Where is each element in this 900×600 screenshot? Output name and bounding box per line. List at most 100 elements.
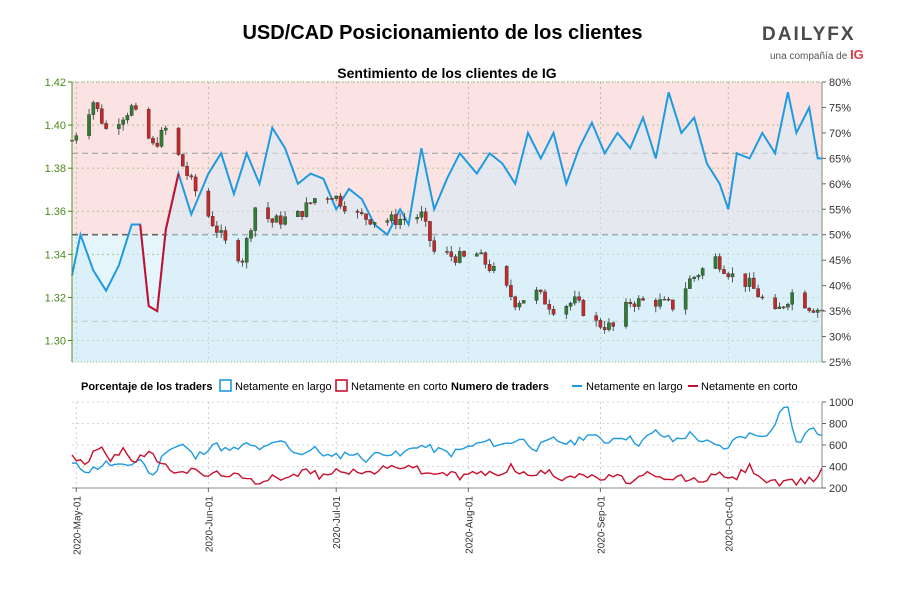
candle-body — [74, 135, 79, 141]
count-tick-label: 600 — [829, 440, 847, 452]
candle-body — [790, 292, 794, 305]
candle-body — [598, 320, 603, 328]
price-tick-label: 1.34 — [45, 249, 66, 261]
candle-body — [513, 296, 517, 308]
candle-body — [129, 105, 134, 116]
candle-body — [543, 291, 547, 305]
candle-body — [581, 300, 586, 316]
candle-body — [636, 298, 641, 307]
pct-tick-label: 60% — [829, 179, 851, 191]
net-long-pct-line — [71, 91, 822, 313]
legend-pct-long-label: Netamente en largo — [235, 381, 332, 393]
candle-body — [773, 297, 777, 310]
price-tick-label: 1.42 — [45, 77, 66, 89]
candle-body — [786, 303, 790, 308]
candle-body — [654, 300, 658, 307]
candle-body — [423, 211, 428, 222]
candle-body — [730, 273, 735, 278]
candle-body — [760, 296, 765, 299]
candle-body — [159, 129, 164, 147]
count-tick-label: 200 — [829, 483, 847, 495]
candle-body — [163, 127, 168, 131]
candle-body — [368, 219, 373, 225]
candle-body — [296, 211, 300, 217]
candle-body — [492, 266, 496, 271]
pct-tick-label: 65% — [829, 153, 851, 165]
candle-body — [151, 138, 155, 144]
candle-body — [756, 288, 760, 298]
legend-num-title: Numero de traders — [451, 381, 549, 393]
candle-body — [568, 302, 573, 307]
candle-body — [125, 115, 130, 121]
pct-tick-label: 70% — [829, 128, 851, 140]
date-tick-label: 2020-Aug-01 — [464, 496, 475, 554]
candle-body — [692, 276, 696, 279]
dailyfx-logo[interactable]: DAILYFX una compañía de IG — [762, 24, 872, 64]
price-tick-label: 1.36 — [45, 206, 66, 218]
candle-body — [517, 302, 522, 308]
candle-body — [483, 252, 488, 265]
count-net-long-line — [71, 406, 823, 476]
price-tick-label: 1.30 — [45, 335, 66, 347]
count-tick-label: 800 — [829, 419, 847, 431]
count-tick-label: 1000 — [829, 397, 853, 409]
date-tick-label: 2020-Jul-01 — [332, 496, 343, 549]
candle-body — [564, 306, 569, 315]
pct-tick-label: 50% — [829, 230, 851, 242]
candle-body — [803, 292, 807, 309]
price-tick-label: 1.40 — [45, 120, 66, 132]
net-long-pct-area — [72, 92, 822, 362]
candle-body — [538, 289, 543, 292]
candle-body — [155, 142, 160, 147]
candle-body — [428, 221, 432, 241]
legend: Porcentaje de los traders Netamente en la… — [81, 379, 798, 393]
candle-body — [457, 251, 462, 263]
candle-body — [193, 176, 198, 192]
candle-body — [475, 253, 479, 257]
candle-body — [611, 322, 615, 327]
candle-body — [419, 211, 424, 218]
candle-body — [415, 217, 419, 220]
candle-body — [671, 299, 675, 310]
candle-body — [95, 102, 100, 109]
candle-body — [189, 175, 194, 178]
candle-body — [607, 322, 611, 330]
candle-body — [308, 202, 313, 204]
candle-body — [811, 310, 816, 313]
legend-pct-short-label: Netamente en corto — [351, 381, 448, 393]
lower-plot-axes: 1000 800 600 400 200 — [72, 397, 853, 495]
price-tick-label: 1.38 — [45, 163, 66, 175]
price-candles — [70, 100, 824, 334]
candle-body — [628, 301, 633, 305]
candle-body — [87, 114, 91, 136]
candle-body — [696, 275, 701, 278]
count-tick-label: 400 — [829, 462, 847, 474]
candle-body — [249, 230, 253, 239]
pct-tick-label: 75% — [829, 102, 851, 114]
candle-body — [244, 238, 249, 263]
candle-body — [274, 215, 279, 223]
legend-pct-title: Porcentaje de los traders — [81, 381, 212, 393]
candle-body — [117, 124, 121, 129]
lower-plot-series — [71, 406, 823, 487]
candle-body — [662, 298, 667, 301]
legend-pct-short-swatch — [335, 379, 348, 392]
candle-body — [641, 298, 645, 301]
candle-body — [300, 211, 304, 217]
logo-wordmark: DAILYFX — [762, 24, 856, 45]
candle-body — [236, 240, 240, 262]
net-long-pct-series — [71, 91, 822, 362]
candle-body — [389, 214, 394, 221]
candle-body — [683, 288, 688, 310]
legend-num-short-label: Netamente en corto — [701, 381, 798, 393]
candle-body — [304, 202, 309, 217]
date-tick-label: 2020-Oct-01 — [724, 496, 735, 552]
logo-tagline-text: una compañía de — [770, 51, 848, 62]
candle-body — [551, 309, 556, 315]
pct-tick-label: 55% — [829, 204, 851, 216]
candle-body — [180, 154, 185, 167]
candle-body — [534, 289, 539, 301]
count-net-short-line — [71, 446, 823, 487]
candle-body — [313, 198, 317, 203]
candle-body — [270, 218, 275, 223]
